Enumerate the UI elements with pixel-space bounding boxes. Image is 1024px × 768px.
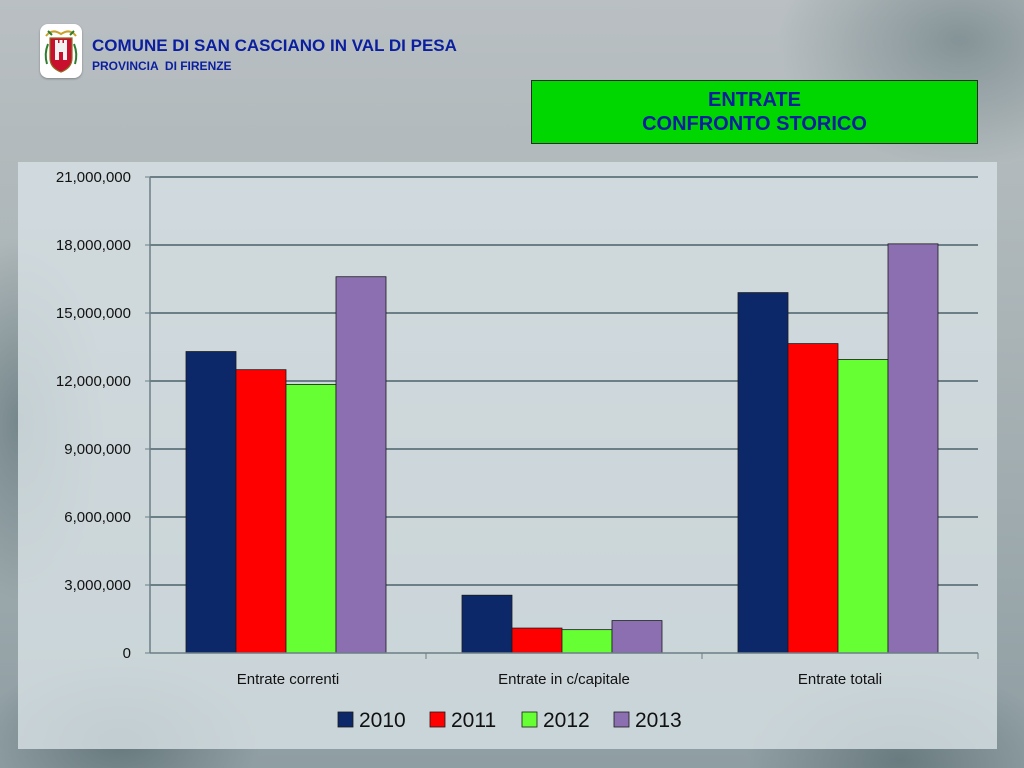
slide-title-line1: ENTRATE [708,89,801,111]
bar-2010-0 [185,351,237,654]
y-tick-label: 9,000,000 [64,441,131,458]
legend-label-2011: 2011 [451,709,496,732]
org-subtitle: PROVINCIA DI FIRENZE [92,59,232,73]
bar-2012-1 [561,629,613,654]
legend-swatch-2012 [521,711,538,728]
bar-2013-0 [335,276,387,654]
coat-of-arms-logo [40,24,82,78]
legend-label-2012: 2012 [543,709,590,732]
bar-2011-1 [511,627,563,654]
legend-swatch-2011 [429,711,446,728]
legend-swatch-2013 [613,711,630,728]
y-tick-label: 15,000,000 [56,305,131,322]
x-category-label: Entrate in c/capitale [498,671,630,688]
bar-2011-2 [787,343,839,654]
legend: 2010 2011 2012 2013 [337,709,682,732]
org-title: COMUNE DI SAN CASCIANO IN VAL DI PESA [92,36,457,55]
bar-2013-1 [611,620,663,654]
bar-2012-0 [285,383,337,654]
slide-title-line2: CONFRONTO STORICO [642,113,867,135]
y-tick-label: 21,000,000 [56,169,131,186]
x-category-label: Entrate totali [798,671,882,688]
bar-2010-2 [737,292,789,654]
x-category-label: Entrate correnti [237,671,340,688]
y-tick-label: 0 [123,645,131,662]
bar-2011-0 [235,369,287,654]
bar-2012-2 [837,359,889,654]
bar-2010-1 [461,594,513,654]
y-tick-label: 12,000,000 [56,373,131,390]
axes: 0 3,000,000 6,000,000 9,000,000 12,000,000 15… [56,169,979,688]
y-tick-label: 18,000,000 [56,237,131,254]
legend-swatch-2010 [337,711,354,728]
coat-of-arms-icon [44,30,78,73]
bars [185,243,939,654]
slide-title-box: ENTRATE CONFRONTO STORICO [531,80,978,144]
bar-2013-2 [887,243,939,654]
legend-label-2010: 2010 [359,709,406,732]
y-tick-label: 6,000,000 [64,509,131,526]
legend-label-2013: 2013 [635,709,682,732]
y-tick-label: 3,000,000 [64,577,131,594]
